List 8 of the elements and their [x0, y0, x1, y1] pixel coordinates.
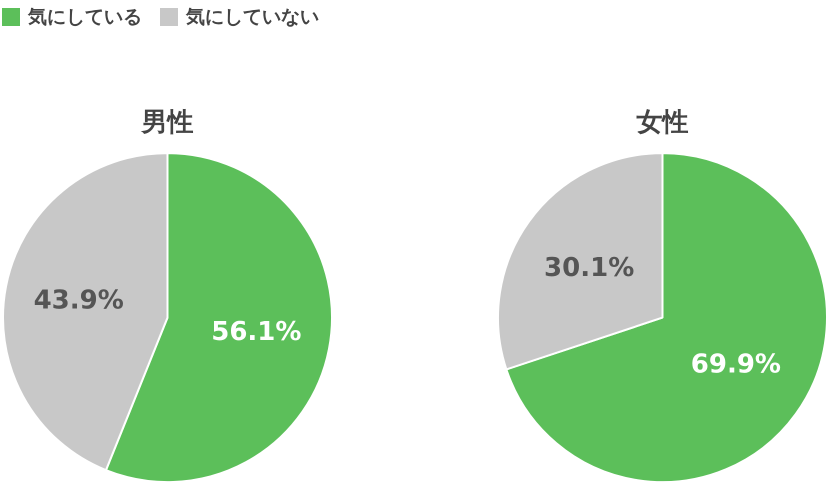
chart-title: 女性 [636, 107, 688, 138]
data-label: 43.9% [34, 286, 124, 316]
legend-label: 気にしている [28, 5, 142, 30]
data-label: 30.1% [544, 253, 634, 284]
data-label: 56.1% [211, 317, 302, 348]
legend-label: 気にしていない [186, 5, 319, 30]
data-label: 69.9% [690, 349, 781, 380]
text: 男性 [140, 107, 194, 138]
